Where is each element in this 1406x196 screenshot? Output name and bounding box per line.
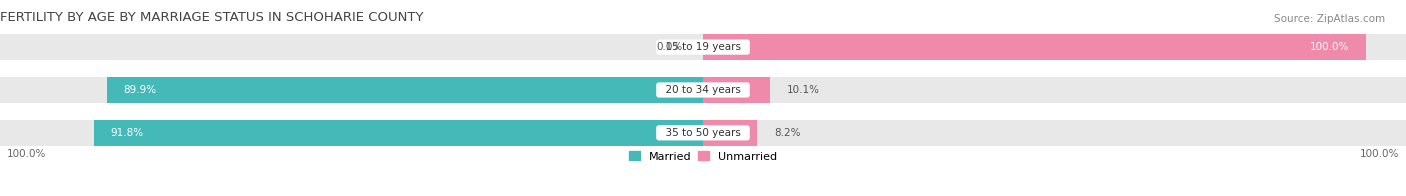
Bar bbox=[703, 120, 1406, 146]
Text: 10.1%: 10.1% bbox=[786, 85, 820, 95]
Text: 20 to 34 years: 20 to 34 years bbox=[659, 85, 747, 95]
Text: 100.0%: 100.0% bbox=[7, 149, 46, 159]
Bar bbox=[94, 120, 703, 146]
Text: FERTILITY BY AGE BY MARRIAGE STATUS IN SCHOHARIE COUNTY: FERTILITY BY AGE BY MARRIAGE STATUS IN S… bbox=[0, 11, 423, 24]
Legend: Married, Unmarried: Married, Unmarried bbox=[624, 147, 782, 166]
Bar bbox=[703, 120, 758, 146]
Text: 91.8%: 91.8% bbox=[111, 128, 143, 138]
Text: 8.2%: 8.2% bbox=[773, 128, 800, 138]
Bar bbox=[0, 77, 703, 103]
Bar bbox=[703, 34, 1367, 60]
Bar bbox=[703, 77, 770, 103]
Text: 89.9%: 89.9% bbox=[124, 85, 156, 95]
Bar bbox=[703, 77, 1406, 103]
Text: Source: ZipAtlas.com: Source: ZipAtlas.com bbox=[1274, 14, 1385, 24]
Text: 35 to 50 years: 35 to 50 years bbox=[659, 128, 747, 138]
Text: 100.0%: 100.0% bbox=[1360, 149, 1399, 159]
Bar bbox=[107, 77, 703, 103]
Bar bbox=[0, 120, 703, 146]
Text: 100.0%: 100.0% bbox=[1310, 42, 1350, 52]
Bar bbox=[703, 34, 1406, 60]
Bar bbox=[0, 34, 703, 60]
Text: 15 to 19 years: 15 to 19 years bbox=[659, 42, 747, 52]
Text: 0.0%: 0.0% bbox=[657, 42, 683, 52]
